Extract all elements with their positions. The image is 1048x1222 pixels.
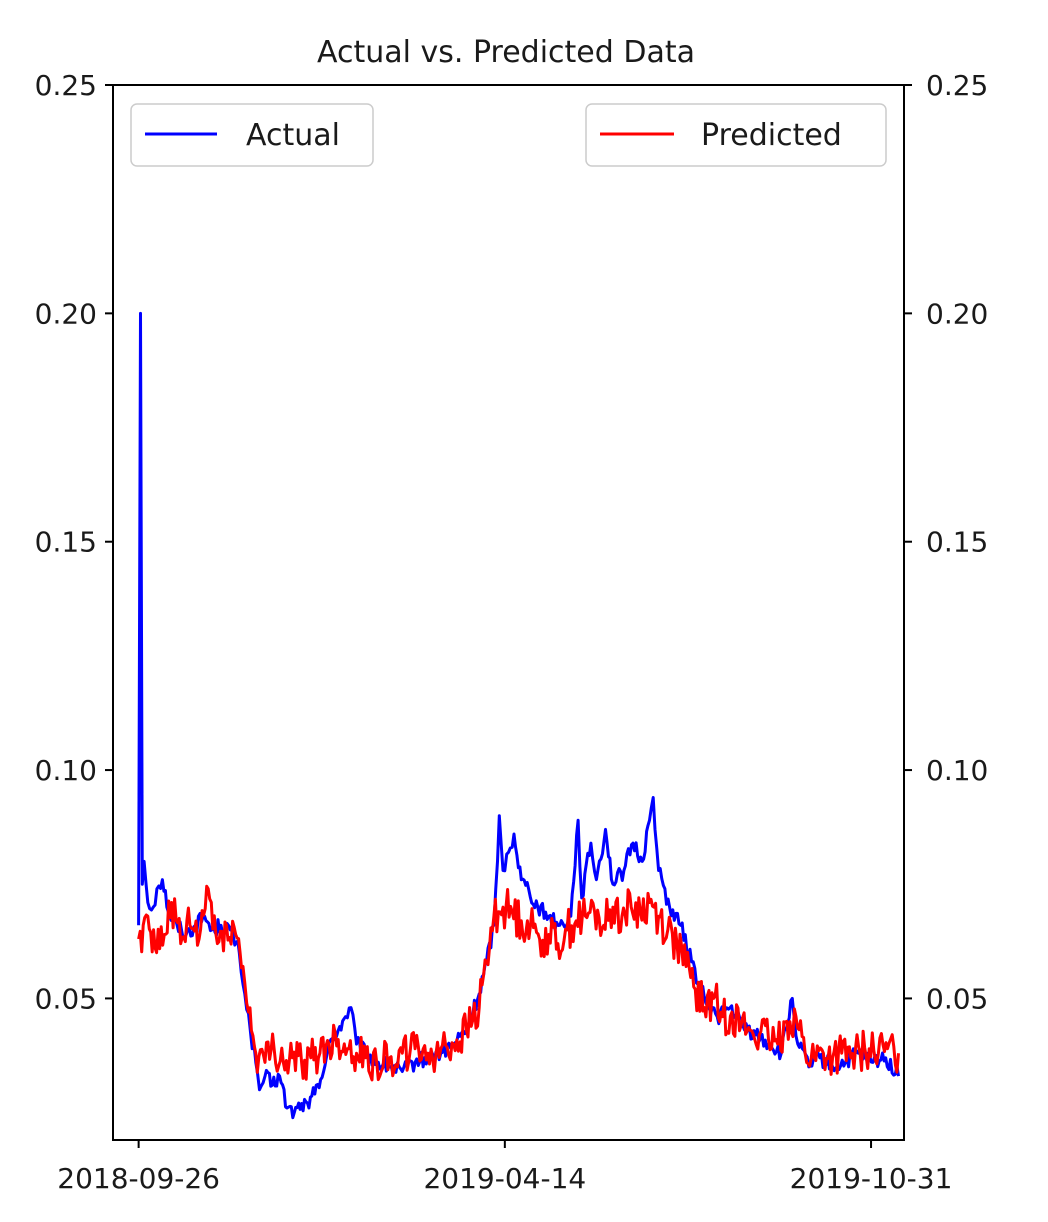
legend-predicted-box xyxy=(585,103,887,167)
y-tick-label-right: 0.15 xyxy=(926,526,988,559)
y-tick-label-left: 0.15 xyxy=(35,526,97,559)
y-tick-label-right: 0.10 xyxy=(926,754,988,787)
y-axis-right: 0.05 0.10 0.15 0.20 0.25 xyxy=(904,69,988,1015)
x-tick-label: 2019-10-31 xyxy=(790,1162,953,1195)
x-tick-label: 2019-04-14 xyxy=(423,1162,586,1195)
plot-frame xyxy=(112,84,905,1141)
y-tick-label-left: 0.20 xyxy=(35,297,97,330)
y-tick-label-right: 0.25 xyxy=(926,69,988,102)
series-layer xyxy=(137,311,900,1120)
legend-predicted-label: Predicted xyxy=(701,118,842,153)
legend-actual-label: Actual xyxy=(246,118,340,153)
y-tick-label-left: 0.05 xyxy=(35,982,97,1015)
y-tick-label-left: 0.25 xyxy=(35,69,97,102)
legend-actual: Actual xyxy=(130,103,374,167)
y-axis-left: 0.05 0.10 0.15 0.20 0.25 xyxy=(35,69,113,1015)
y-tick-label-right: 0.05 xyxy=(926,982,988,1015)
y-tick-label-right: 0.20 xyxy=(926,297,988,330)
x-tick-label: 2018-09-26 xyxy=(57,1162,220,1195)
series-line-predicted xyxy=(137,884,900,1082)
legend-actual-box xyxy=(130,103,374,167)
series-line-actual xyxy=(137,311,900,1120)
y-tick-label-left: 0.10 xyxy=(35,754,97,787)
legend-predicted: Predicted xyxy=(585,103,887,167)
chart-title: Actual vs. Predicted Data xyxy=(317,35,695,70)
x-axis: 2018-09-26 2019-04-14 2019-10-31 xyxy=(57,1140,952,1195)
